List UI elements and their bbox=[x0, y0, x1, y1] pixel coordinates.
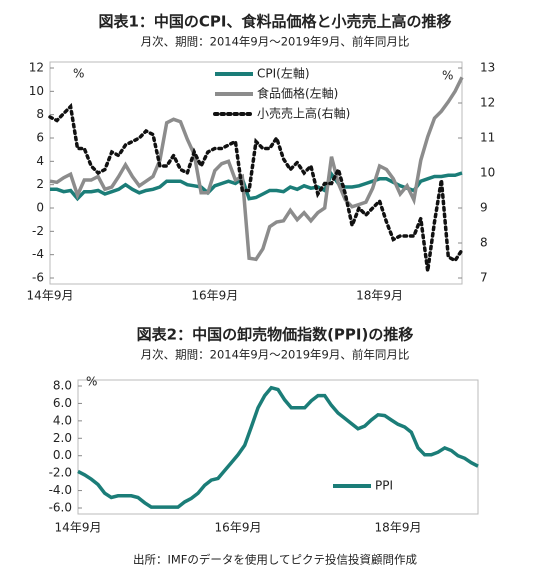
y2-tick-label: 7 bbox=[480, 271, 488, 285]
x-tick-label: 14年9月 bbox=[55, 521, 102, 535]
legend-label: 食品価格(左軸) bbox=[257, 86, 338, 101]
y2-tick-label: 9 bbox=[480, 201, 488, 215]
y2-tick-label: 11 bbox=[480, 131, 495, 145]
y-tick-label: -4.0 bbox=[49, 483, 72, 497]
y-tick-label: 6 bbox=[36, 131, 44, 145]
legend-label: PPI bbox=[375, 479, 393, 493]
chart-title: 図表1：中国のCPI、食料品価格と小売売上高の推移 bbox=[98, 13, 451, 31]
chart-subtitle: 月次、期間：2014年9月～2019年9月、前年同月比 bbox=[141, 35, 410, 49]
y-tick-label: 4 bbox=[36, 154, 44, 168]
y-tick-label: -4 bbox=[32, 247, 44, 261]
x-tick-label: 18年9月 bbox=[356, 289, 403, 303]
chart-title: 図表2：中国の卸売物価指数(PPI)の推移 bbox=[137, 326, 414, 344]
x-tick-label: 14年9月 bbox=[27, 289, 74, 303]
series-line bbox=[48, 102, 464, 272]
chart-subtitle: 月次、期間：2014年9月～2019年9月、前年同月比 bbox=[141, 348, 410, 362]
y2-tick-label: 8 bbox=[480, 236, 488, 250]
y2-axis-unit: % bbox=[442, 69, 453, 83]
y-tick-label: -2 bbox=[32, 224, 44, 238]
y-tick-label: 12 bbox=[29, 61, 44, 75]
y-axis-unit: % bbox=[86, 375, 97, 389]
x-tick-label: 16年9月 bbox=[215, 521, 262, 535]
legend-label: 小売売上高(右軸) bbox=[257, 106, 350, 121]
y2-tick-label: 13 bbox=[480, 61, 495, 75]
plot-frame bbox=[77, 379, 479, 515]
x-tick-label: 16年9月 bbox=[191, 289, 238, 303]
y-tick-label: 8 bbox=[36, 107, 44, 121]
y-tick-label: -2.0 bbox=[49, 466, 72, 480]
series-line bbox=[77, 385, 479, 509]
y-tick-label: 2 bbox=[36, 177, 44, 191]
y-tick-label: 2.0 bbox=[53, 431, 72, 445]
y-tick-label: 8.0 bbox=[53, 379, 72, 393]
y2-tick-label: 12 bbox=[480, 96, 495, 110]
footnote: 出所：IMFのデータを使用してピクテ投信投資顧問作成 bbox=[133, 553, 418, 567]
plot-frame bbox=[49, 61, 463, 285]
y-tick-label: 10 bbox=[29, 84, 44, 98]
x-tick-label: 18年9月 bbox=[375, 521, 422, 535]
y2-tick-label: 10 bbox=[480, 166, 495, 180]
y-tick-label: 6.0 bbox=[53, 396, 72, 410]
series-line bbox=[49, 76, 464, 262]
y-tick-label: 4.0 bbox=[53, 413, 72, 427]
y-tick-label: 0 bbox=[36, 201, 44, 215]
legend-label: CPI(左軸) bbox=[257, 66, 310, 81]
y-tick-label: -6.0 bbox=[49, 501, 72, 515]
y-tick-label: 0.0 bbox=[53, 448, 72, 462]
y-tick-label: -6 bbox=[32, 271, 44, 285]
y-axis-unit: % bbox=[73, 67, 84, 81]
